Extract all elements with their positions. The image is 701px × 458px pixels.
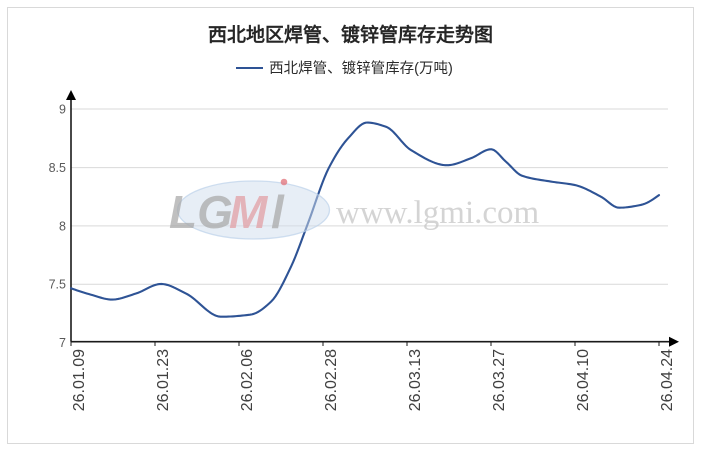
- svg-text:8.5: 8.5: [49, 161, 66, 175]
- svg-text:9: 9: [59, 103, 66, 117]
- svg-text:7.5: 7.5: [49, 278, 66, 292]
- svg-text:8: 8: [59, 219, 66, 233]
